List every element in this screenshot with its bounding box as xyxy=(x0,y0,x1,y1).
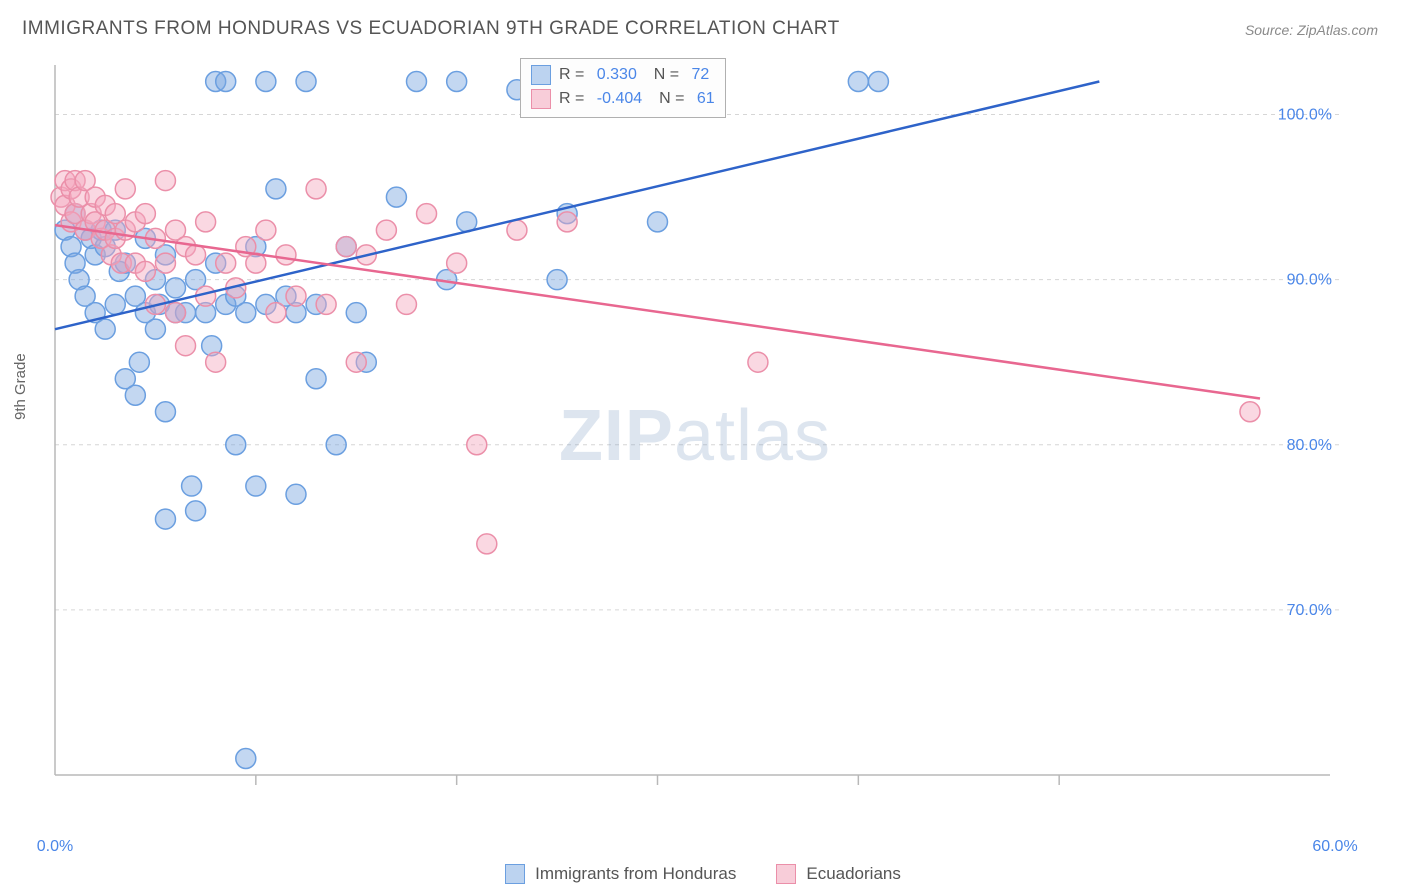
xtick-60: 60.0% xyxy=(1312,838,1357,856)
legend-row-ecuadorians: R = -0.404 N = 61 xyxy=(531,87,715,111)
legend-item-honduras: Immigrants from Honduras xyxy=(505,864,736,884)
chart-svg: 70.0% 80.0% 90.0% 100.0% xyxy=(50,60,1340,820)
legend-row-honduras: R = 0.330 N = 72 xyxy=(531,63,715,87)
chart-container: IMMIGRANTS FROM HONDURAS VS ECUADORIAN 9… xyxy=(0,0,1406,892)
legend-swatch-ecuadorians xyxy=(531,89,551,109)
y-axis-label: 9th Grade xyxy=(12,353,29,420)
chart-title: IMMIGRANTS FROM HONDURAS VS ECUADORIAN 9… xyxy=(22,18,840,40)
xtick-0: 0.0% xyxy=(37,838,73,856)
source-label: Source: ZipAtlas.com xyxy=(1245,22,1378,38)
svg-text:80.0%: 80.0% xyxy=(1287,437,1332,454)
legend-swatch-honduras xyxy=(531,65,551,85)
svg-text:100.0%: 100.0% xyxy=(1278,107,1332,124)
legend-item-ecuadorians: Ecuadorians xyxy=(776,864,901,884)
series-legend: Immigrants from Honduras Ecuadorians xyxy=(0,864,1406,884)
svg-text:90.0%: 90.0% xyxy=(1287,272,1332,289)
plot-area: 70.0%80.0%90.0%100.0% ZIPatlas xyxy=(50,60,1340,820)
correlation-legend: R = 0.330 N = 72 R = -0.404 N = 61 xyxy=(520,58,726,118)
svg-text:70.0%: 70.0% xyxy=(1287,602,1332,619)
